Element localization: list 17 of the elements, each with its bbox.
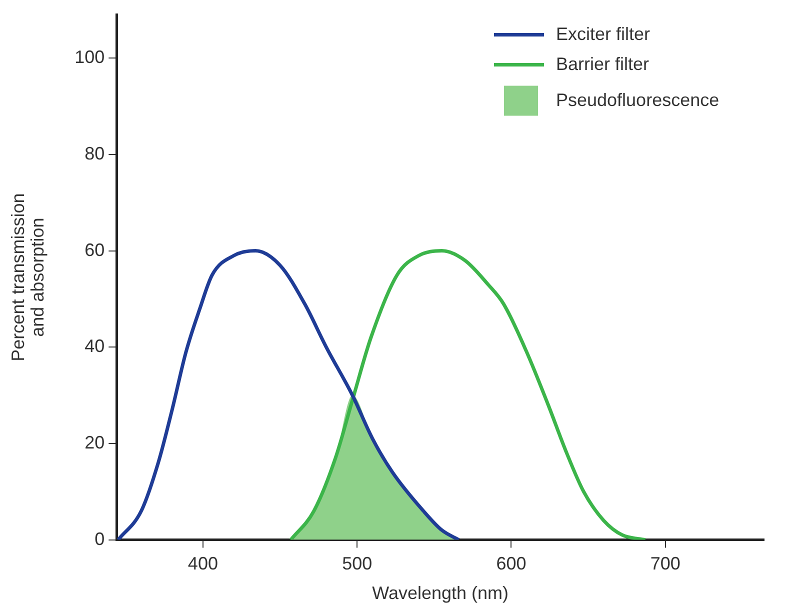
y-tick-label: 20 bbox=[84, 432, 105, 452]
y-tick-label: 0 bbox=[94, 528, 105, 549]
y-tick-label: 100 bbox=[74, 47, 105, 68]
x-tick-label: 500 bbox=[342, 554, 372, 574]
legend-label: Pseudofluorescence bbox=[556, 90, 720, 110]
legend-label: Barrier filter bbox=[556, 54, 650, 74]
x-axis-title: Wavelength (nm) bbox=[372, 583, 509, 604]
line-series bbox=[289, 249, 648, 540]
x-tick-label: 700 bbox=[650, 554, 680, 574]
legend-label: Exciter filter bbox=[556, 24, 650, 44]
x-tick-label: 600 bbox=[496, 554, 526, 574]
line-series bbox=[116, 249, 461, 540]
y-tick-label: 60 bbox=[84, 240, 105, 260]
y-axis-title: Percent transmission and absorption bbox=[8, 193, 48, 362]
x-tick-label: 400 bbox=[188, 554, 218, 574]
y-tick-label: 80 bbox=[84, 143, 105, 164]
y-tick-label: 40 bbox=[84, 336, 105, 356]
